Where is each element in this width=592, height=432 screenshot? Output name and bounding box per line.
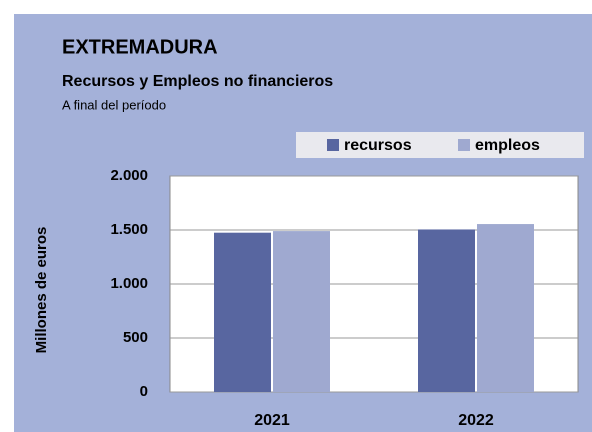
y-tick-label: 1.000 bbox=[110, 275, 148, 292]
bar bbox=[418, 229, 475, 392]
y-tick-label: 1.500 bbox=[110, 221, 148, 238]
chart-title: EXTREMADURA bbox=[62, 36, 218, 58]
legend bbox=[296, 132, 584, 158]
y-tick-label: 2.000 bbox=[110, 167, 148, 184]
bar bbox=[273, 231, 330, 392]
y-axis-label: Millones de euros bbox=[33, 227, 50, 354]
legend-label: empleos bbox=[475, 137, 540, 154]
y-tick-label: 0 bbox=[140, 383, 148, 400]
legend-swatch bbox=[458, 139, 470, 151]
chart-subtitle: Recursos y Empleos no financieros bbox=[62, 73, 333, 90]
bar bbox=[214, 232, 271, 392]
y-tick-label: 500 bbox=[123, 329, 148, 346]
bar bbox=[477, 224, 534, 392]
x-tick-label: 2021 bbox=[254, 412, 290, 429]
chart-note: A final del período bbox=[62, 97, 166, 112]
legend-label: recursos bbox=[344, 137, 412, 154]
legend-swatch bbox=[327, 139, 339, 151]
x-tick-label: 2022 bbox=[458, 412, 494, 429]
